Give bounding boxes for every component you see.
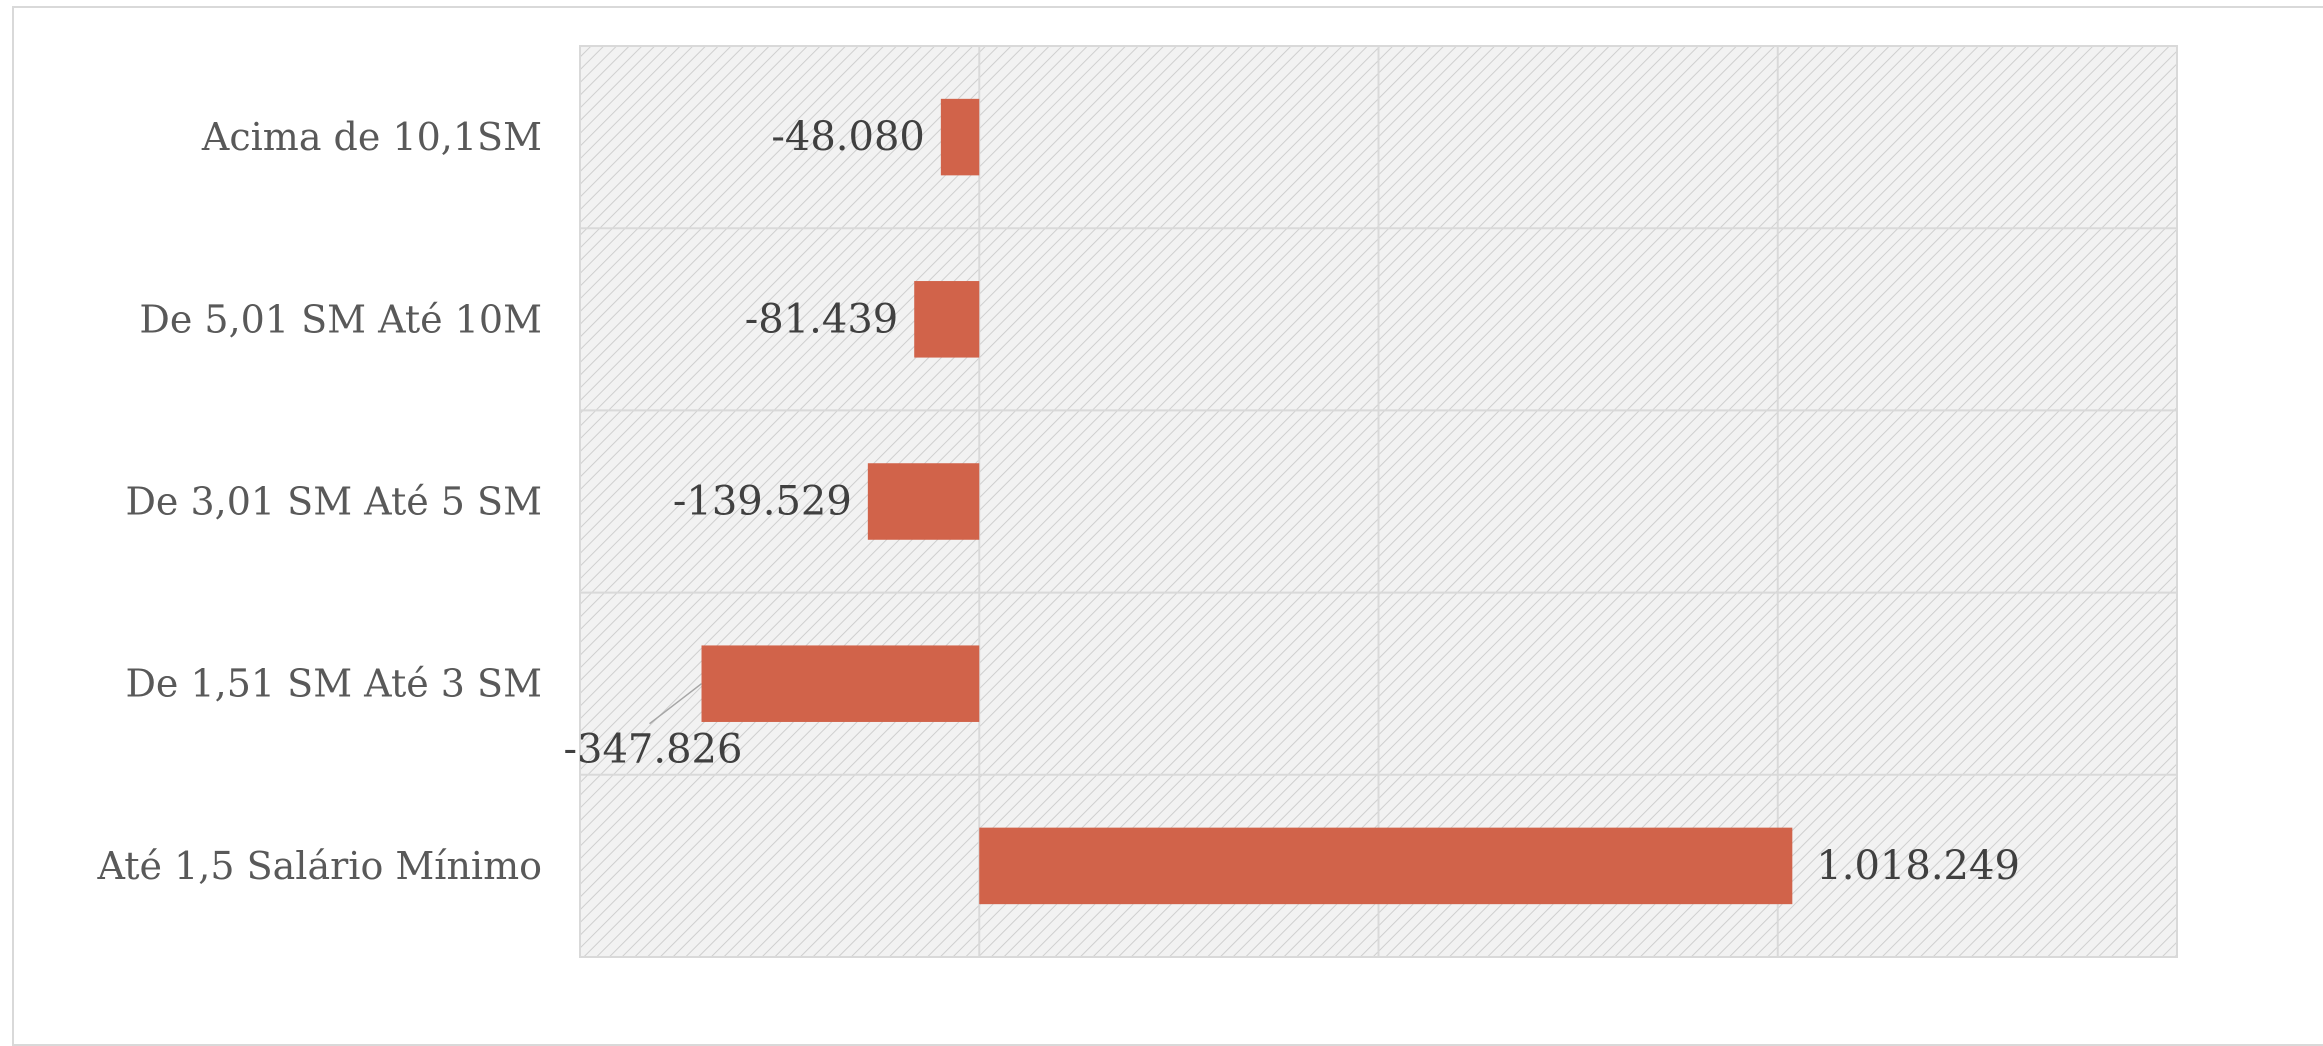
data-label: 1.018.249 (1816, 843, 2020, 889)
bar (701, 645, 980, 722)
category-labels: Acima de 10,1SM De 5,01 SM Até 10M De 3,01… (97, 115, 543, 888)
category-label: Até 1,5 Salário Mínimo (97, 844, 543, 888)
data-label: -81.439 (745, 296, 898, 342)
data-label: -347.826 (564, 727, 743, 773)
category-label: De 3,01 SM Até 5 SM (125, 480, 542, 524)
bar (979, 827, 1793, 905)
bars (701, 98, 1793, 905)
data-labels: -48.080 -81.439 -139.529 -347.826 1.018.249 (564, 114, 2020, 889)
leader-line (649, 683, 702, 725)
data-label: -139.529 (673, 479, 852, 525)
leader-lines (649, 683, 702, 725)
plot-border-rect (579, 45, 2178, 958)
category-label: De 1,51 SM Até 3 SM (125, 662, 542, 706)
bar (867, 463, 980, 540)
data-label: -48.080 (771, 114, 924, 160)
category-label: De 5,01 SM Até 10M (139, 297, 542, 341)
gridlines (580, 46, 2177, 957)
bar (914, 281, 980, 358)
category-label: Acima de 10,1SM (201, 115, 542, 159)
bar (940, 98, 980, 176)
plot-border (579, 45, 2178, 958)
